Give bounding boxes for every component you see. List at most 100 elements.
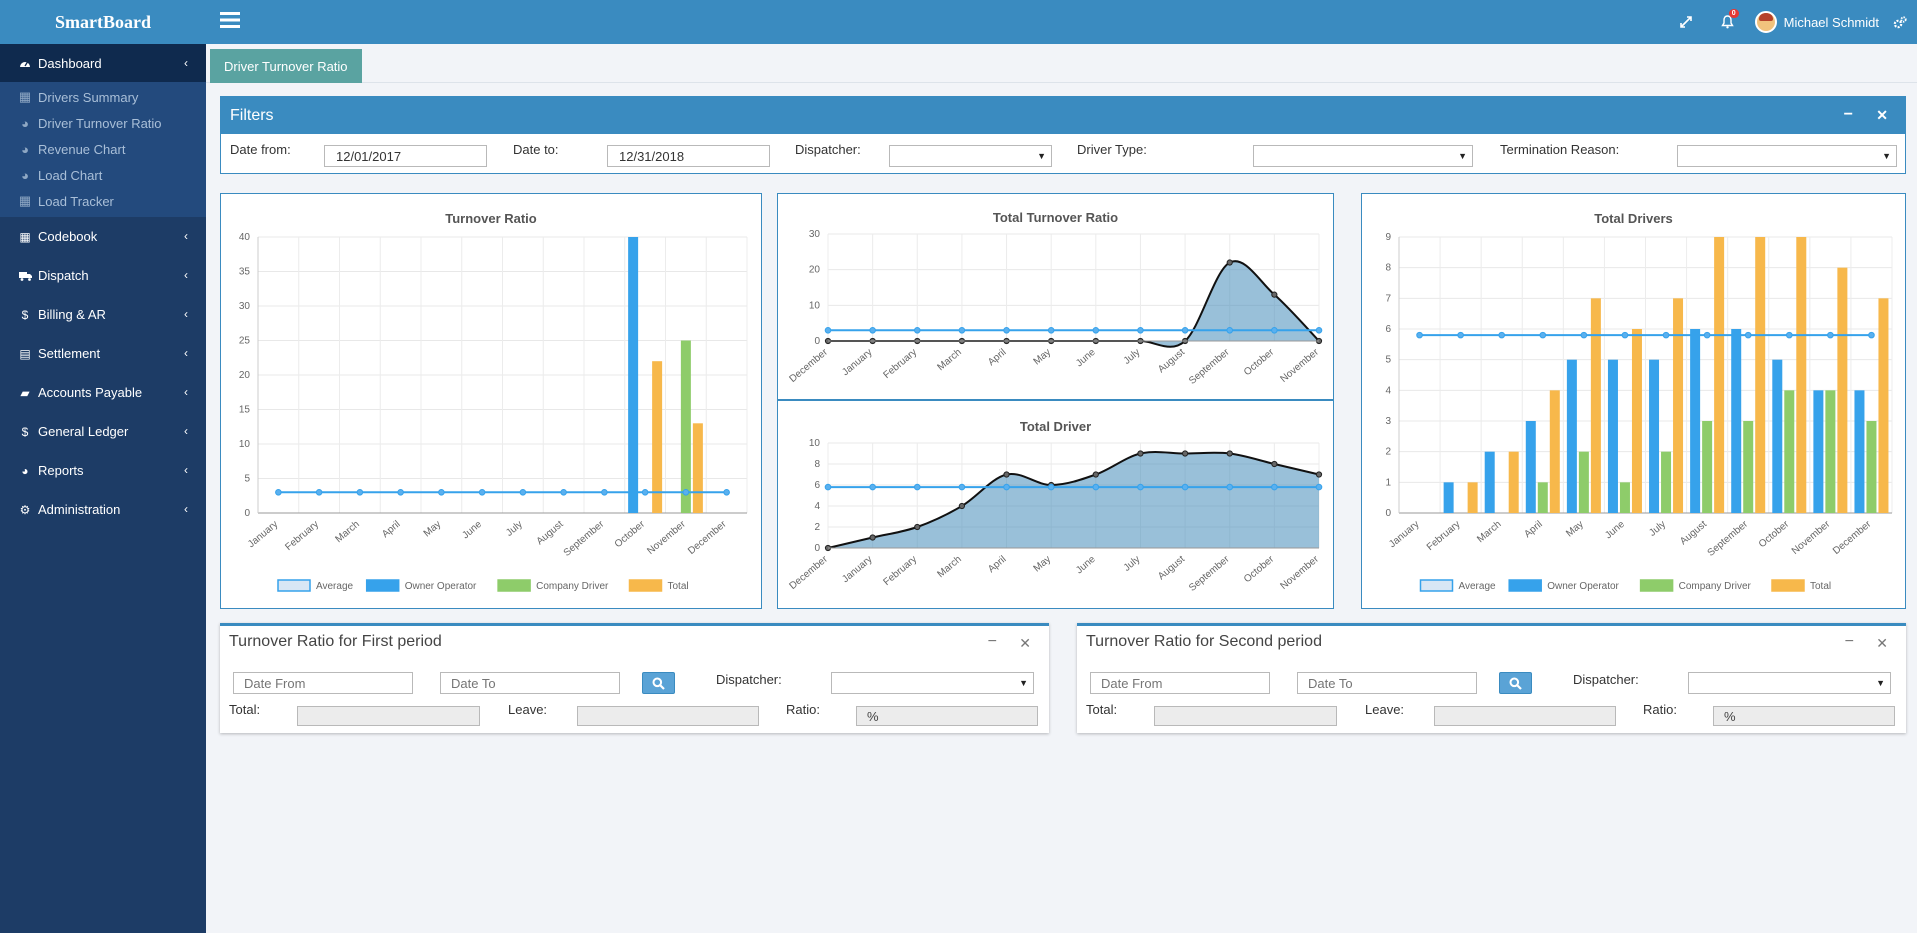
date-to-input[interactable] bbox=[607, 145, 770, 167]
bar bbox=[652, 361, 663, 513]
search-button[interactable] bbox=[642, 672, 675, 694]
date-to-input[interactable] bbox=[1297, 672, 1477, 694]
x-tick-label: February bbox=[881, 554, 919, 588]
sidebar-item-billing-ar[interactable]: $ Billing & AR ‹ bbox=[0, 295, 206, 334]
y-tick-label: 7 bbox=[1385, 293, 1391, 304]
average-point bbox=[315, 489, 323, 496]
legend-swatch bbox=[628, 579, 663, 592]
date-from-input[interactable] bbox=[324, 145, 487, 167]
y-tick-label: 8 bbox=[1385, 263, 1391, 274]
bar bbox=[1772, 359, 1783, 513]
area-fill bbox=[828, 451, 1319, 548]
chevron-down-icon: ▼ bbox=[1458, 151, 1467, 161]
leave-label: Leave: bbox=[1365, 702, 1405, 717]
driver-type-label: Driver Type: bbox=[1077, 142, 1147, 157]
period-title: Turnover Ratio for First period bbox=[229, 633, 442, 650]
calculator-icon: ▤ bbox=[19, 346, 31, 361]
tab-driver-turnover-ratio[interactable]: Driver Turnover Ratio bbox=[210, 49, 362, 83]
bar bbox=[1755, 237, 1766, 513]
sidebar-subitem-driver-turnover-ratio[interactable]: ◕ Driver Turnover Ratio bbox=[0, 110, 206, 136]
chevron-left-icon: ‹ bbox=[184, 385, 188, 399]
sidebar-subitem-load-chart[interactable]: ◕ Load Chart bbox=[0, 162, 206, 188]
y-tick-label: 1 bbox=[1385, 477, 1391, 488]
average-point bbox=[869, 483, 876, 491]
x-tick-label: September bbox=[1706, 518, 1751, 558]
date-to-input[interactable] bbox=[440, 672, 620, 694]
date-from-input[interactable] bbox=[1090, 672, 1270, 694]
sidebar-subitem-drivers-summary[interactable]: ▦ Drivers Summary bbox=[0, 84, 206, 110]
x-tick-label: September bbox=[1187, 346, 1232, 386]
x-tick-label: July bbox=[504, 519, 525, 539]
x-tick-label: October bbox=[1242, 346, 1277, 378]
bar bbox=[1467, 482, 1478, 513]
settings-cogs-icon[interactable] bbox=[1889, 15, 1911, 29]
average-point bbox=[641, 489, 649, 496]
total-point bbox=[1226, 259, 1233, 266]
y-tick-label: 30 bbox=[809, 229, 821, 240]
sidebar-item-settlement[interactable]: ▤ Settlement ‹ bbox=[0, 334, 206, 373]
termination-reason-select[interactable]: ▼ bbox=[1677, 145, 1897, 167]
sidebar-item-dispatch[interactable]: Dispatch ‹ bbox=[0, 256, 206, 295]
grid-icon: ▦ bbox=[18, 193, 32, 208]
close-icon[interactable]: ✕ bbox=[1019, 635, 1031, 651]
average-point bbox=[1226, 327, 1234, 334]
collapse-icon[interactable]: − bbox=[1844, 633, 1854, 650]
date-from-input[interactable] bbox=[233, 672, 413, 694]
average-point bbox=[824, 327, 832, 334]
sidebar-subitem-label: Load Chart bbox=[38, 167, 103, 183]
sidebar-item-administration[interactable]: ⚙ Administration ‹ bbox=[0, 490, 206, 529]
y-tick-label: 35 bbox=[239, 267, 251, 278]
period-title: Turnover Ratio for Second period bbox=[1086, 633, 1322, 650]
bar bbox=[1673, 298, 1684, 513]
y-tick-label: 20 bbox=[809, 265, 821, 276]
ratio-field: % bbox=[856, 706, 1038, 726]
close-icon[interactable]: ✕ bbox=[1876, 635, 1888, 651]
sidebar-item-dashboard[interactable]: Dashboard ‹ bbox=[0, 44, 206, 82]
average-point bbox=[1785, 331, 1793, 339]
x-tick-label: May bbox=[1032, 554, 1054, 575]
dispatcher-select[interactable]: ▼ bbox=[831, 672, 1034, 694]
average-point bbox=[1226, 483, 1234, 491]
notifications-bell-icon[interactable]: 0 bbox=[1707, 9, 1749, 29]
average-point bbox=[1662, 331, 1670, 339]
bar bbox=[1549, 390, 1560, 513]
average-point bbox=[1181, 327, 1189, 334]
y-tick-label: 10 bbox=[809, 438, 821, 449]
total-line bbox=[827, 450, 1320, 549]
total-point bbox=[1003, 471, 1010, 478]
brand-logo[interactable]: SmartBoard bbox=[0, 0, 206, 44]
sidebar-item-general-ledger[interactable]: $ General Ledger ‹ bbox=[0, 412, 206, 451]
x-tick-label: April bbox=[986, 554, 1008, 575]
x-tick-label: May bbox=[1032, 347, 1054, 368]
close-icon[interactable]: ✕ bbox=[1876, 107, 1888, 123]
collapse-icon[interactable]: − bbox=[1843, 106, 1853, 123]
bar bbox=[1837, 267, 1848, 513]
x-tick-label: November bbox=[1279, 553, 1322, 592]
legend-label: Total bbox=[1810, 581, 1831, 592]
sidebar-item-reports[interactable]: ◕ Reports ‹ bbox=[0, 451, 206, 490]
fullscreen-icon[interactable] bbox=[1665, 15, 1707, 29]
x-tick-label: January bbox=[840, 347, 874, 378]
search-button[interactable] bbox=[1499, 672, 1532, 694]
average-point bbox=[869, 327, 876, 334]
collapse-icon[interactable]: − bbox=[987, 633, 997, 650]
sidebar-item-accounts-payable[interactable]: ▰ Accounts Payable ‹ bbox=[0, 373, 206, 412]
x-tick-label: December bbox=[1831, 518, 1874, 557]
sidebar-subitem-load-tracker[interactable]: ▦ Load Tracker bbox=[0, 188, 206, 214]
sidebar-item-codebook[interactable]: ▦ Codebook ‹ bbox=[0, 217, 206, 256]
average-point bbox=[519, 489, 527, 496]
bar bbox=[1649, 359, 1660, 513]
dispatcher-select[interactable]: ▼ bbox=[1688, 672, 1891, 694]
dispatcher-select[interactable]: ▼ bbox=[889, 145, 1052, 167]
sidebar-subitem-revenue-chart[interactable]: ◕ Revenue Chart bbox=[0, 136, 206, 162]
hamburger-menu-icon[interactable] bbox=[220, 11, 240, 34]
average-point bbox=[1498, 331, 1506, 339]
user-menu[interactable]: Michael Schmidt bbox=[1754, 11, 1879, 33]
total-drivers-chart: Total Drivers 0 1 2 3 4 5 6 7 8 9 January February M… bbox=[1361, 193, 1906, 609]
driver-type-select[interactable]: ▼ bbox=[1253, 145, 1473, 167]
bar bbox=[1796, 237, 1807, 513]
total-point bbox=[1181, 450, 1189, 457]
average-point bbox=[1092, 327, 1100, 334]
x-tick-label: April bbox=[380, 519, 402, 540]
average-point bbox=[1621, 331, 1629, 339]
